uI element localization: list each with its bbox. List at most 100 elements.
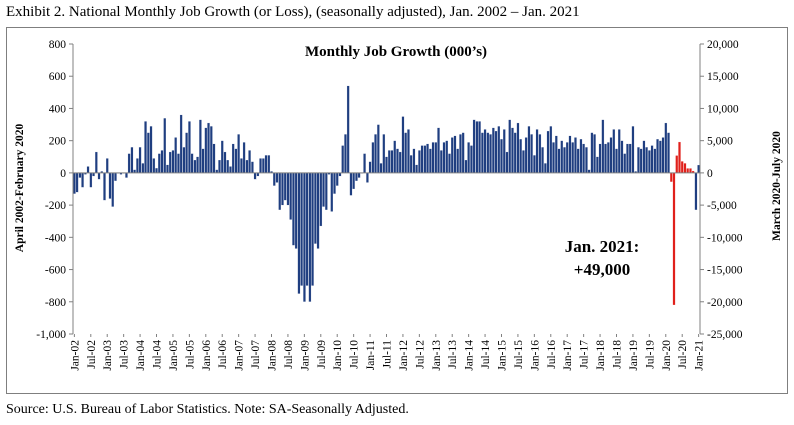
left-tick-label: -1,000 <box>36 329 66 341</box>
bar-month-203 <box>628 143 632 174</box>
x-tick-label: Jan-06 <box>201 340 213 371</box>
bar-month-88 <box>313 172 317 244</box>
bar-month-150 <box>483 129 487 174</box>
x-tick-label: Jul-19 <box>644 340 656 369</box>
x-tick-label: Jul-06 <box>217 340 229 369</box>
bar-month-177 <box>557 148 561 174</box>
bar-month-184 <box>576 148 580 174</box>
x-tick-label: Jul-03 <box>119 340 131 369</box>
bar-month-101 <box>349 172 353 196</box>
bar-month-115 <box>387 150 391 174</box>
bar-month-138 <box>450 137 454 174</box>
bar-month-106 <box>363 153 366 174</box>
x-tick-label: Jul-04 <box>152 340 164 369</box>
bar-month-41 <box>185 132 189 174</box>
bar-month-120 <box>401 116 405 174</box>
bar-month-61 <box>240 158 243 174</box>
bar-month-172 <box>543 163 547 174</box>
bar-month-156 <box>500 138 503 174</box>
bar-month-79 <box>289 172 293 220</box>
x-tick-label: Jul-20 <box>677 340 689 369</box>
x-tick-label: Jul-11 <box>382 340 394 369</box>
x-tick-label: Jan-20 <box>661 340 673 371</box>
right-tick-label: 15,000 <box>707 71 739 83</box>
bar-month-145 <box>470 145 473 174</box>
bar-month-63 <box>245 159 249 174</box>
bar-month-110 <box>374 134 377 174</box>
bar-month-42 <box>188 121 191 174</box>
bar-month-80 <box>292 172 295 246</box>
right-tick-label: 20,000 <box>707 39 739 51</box>
bar-month-211 <box>650 145 654 174</box>
left-tick-label: -800 <box>45 297 66 309</box>
bar-month-215 <box>661 137 665 174</box>
bar-month-94 <box>330 172 334 212</box>
bar-month-34 <box>166 164 169 174</box>
bar-month-28 <box>149 126 153 174</box>
left-tick-label: 0 <box>60 168 66 180</box>
bar-month-83 <box>300 172 304 286</box>
bar-month-26 <box>144 121 147 174</box>
bar-month-3 <box>81 172 84 188</box>
x-tick-label: Jan-10 <box>332 340 344 371</box>
bar-month-6 <box>89 172 93 188</box>
bar-month-125 <box>415 164 418 174</box>
bar-month-173 <box>546 130 550 174</box>
covid-bar-Apr-20 <box>672 172 676 306</box>
bar-month-5 <box>86 166 90 174</box>
bar-month-66 <box>253 172 257 180</box>
annotation-line2: +49,000 <box>574 260 630 279</box>
bar-month-165 <box>524 137 528 174</box>
covid-bar-Oct-20 <box>689 168 692 174</box>
right-tick-label: 10,000 <box>707 103 739 115</box>
bar-month-197 <box>612 129 616 174</box>
x-tick-label: Jan-05 <box>168 340 180 371</box>
bar-month-171 <box>541 146 544 174</box>
x-tick-label: Jan-08 <box>267 340 279 371</box>
left-tick-label: 200 <box>49 136 67 148</box>
bar-month-227 <box>694 172 698 211</box>
bar-month-27 <box>146 132 150 174</box>
bar-month-137 <box>448 153 451 174</box>
bar-month-124 <box>412 148 416 174</box>
bar-month-111 <box>376 124 380 174</box>
bar-month-189 <box>590 132 594 174</box>
x-tick-label: Jul-02 <box>86 340 98 369</box>
x-tick-label: Jan-18 <box>595 340 607 371</box>
bar-month-85 <box>305 172 309 286</box>
bar-month-104 <box>357 172 361 178</box>
right-tick-label: -10,000 <box>707 232 743 244</box>
bar-month-33 <box>163 117 167 174</box>
bar-month-107 <box>366 172 369 183</box>
bar-month-210 <box>648 150 651 174</box>
bar-month-152 <box>489 134 492 174</box>
bar-month-71 <box>267 155 271 174</box>
bar-month-2 <box>78 172 82 178</box>
bar-month-53 <box>218 159 221 174</box>
bar-month-103 <box>355 172 358 182</box>
bar-month-142 <box>461 132 465 174</box>
right-tick-label: -20,000 <box>707 297 743 309</box>
bar-month-32 <box>160 150 164 174</box>
bar-month-208 <box>642 140 646 174</box>
bar-month-90 <box>319 172 323 227</box>
bar-month-55 <box>223 151 227 174</box>
bar-month-200 <box>620 140 624 174</box>
bar-month-167 <box>530 134 533 174</box>
bar-month-11 <box>103 172 106 201</box>
bar-month-183 <box>574 137 577 174</box>
bar-month-135 <box>442 142 446 174</box>
bar-month-78 <box>286 172 290 206</box>
bar-month-191 <box>595 156 599 174</box>
bar-month-122 <box>407 129 410 174</box>
bar-month-207 <box>639 148 643 174</box>
bar-month-117 <box>393 140 397 174</box>
covid-bar-Mar-20 <box>669 172 673 183</box>
bar-month-162 <box>516 122 520 174</box>
bar-month-15 <box>114 172 117 182</box>
bar-month-170 <box>538 134 542 174</box>
chart-frame <box>6 27 788 394</box>
bar-month-45 <box>196 156 199 174</box>
left-tick-label: 400 <box>49 103 67 115</box>
bar-month-70 <box>264 155 268 174</box>
